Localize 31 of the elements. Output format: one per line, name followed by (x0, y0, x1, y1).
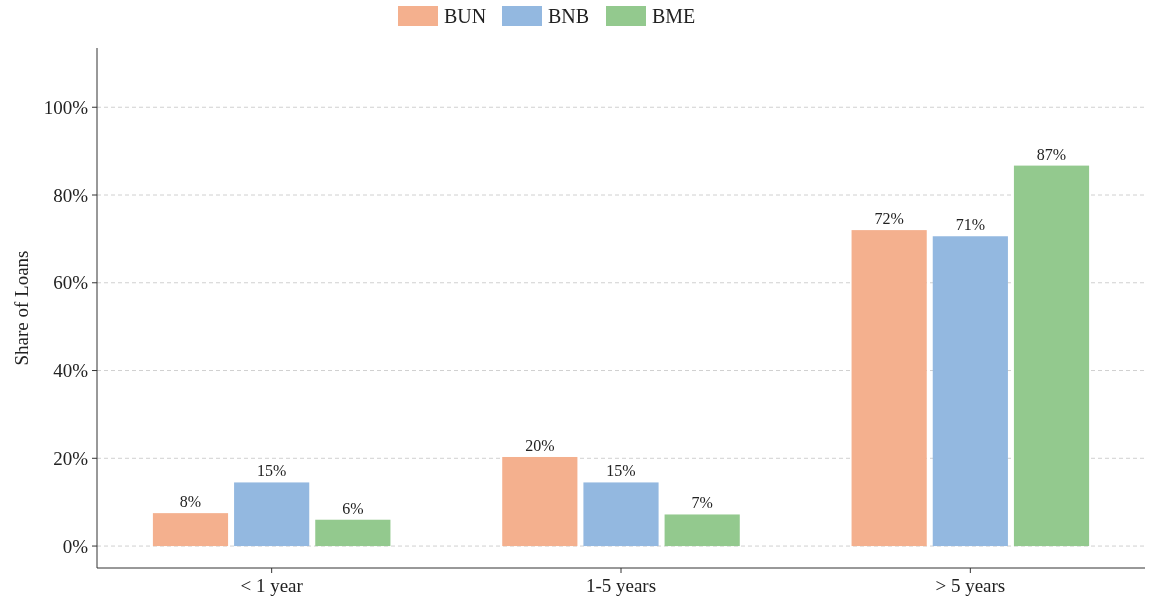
bar (583, 482, 659, 547)
y-axis-title: Share of Loans (11, 250, 32, 366)
data-label: 6% (342, 499, 364, 517)
bar (502, 456, 578, 547)
bar (932, 236, 1008, 547)
y-tick-label: 80% (53, 184, 89, 206)
y-tick-label: 60% (53, 272, 89, 294)
data-label: 71% (955, 216, 985, 234)
data-label: 7% (691, 494, 713, 512)
x-tick-label: > 5 years (935, 575, 1006, 596)
legend-label: BNB (548, 5, 590, 27)
bar (152, 513, 229, 547)
data-label: 20% (525, 436, 555, 454)
data-label: 8% (179, 493, 202, 511)
data-label: 15% (257, 462, 287, 480)
legend-label: BUN (444, 5, 487, 27)
bar (664, 514, 740, 547)
bar (851, 230, 927, 547)
x-tick-label: < 1 year (240, 575, 304, 596)
legend-label: BME (652, 5, 696, 27)
data-label: 15% (606, 462, 636, 480)
x-tick-label: 1-5 years (585, 575, 657, 596)
bar (1013, 165, 1090, 547)
y-tick-label: 40% (53, 360, 89, 382)
y-tick-label: 0% (62, 535, 89, 557)
bar (315, 519, 391, 547)
y-tick-label: 100% (43, 96, 89, 118)
y-tick-label: 20% (53, 447, 89, 469)
data-label: 72% (874, 210, 904, 228)
bar (234, 482, 310, 547)
data-label: 87% (1036, 145, 1067, 163)
